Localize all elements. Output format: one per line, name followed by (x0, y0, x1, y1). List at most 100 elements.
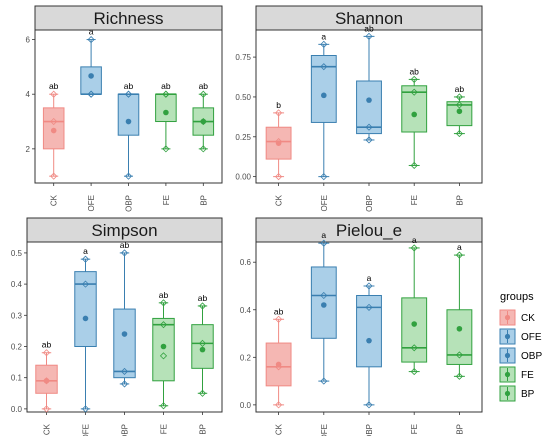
iqr-box (356, 80, 382, 135)
x-tick-label: CK (275, 423, 284, 435)
iqr-box (74, 271, 97, 347)
significance-letter: a (457, 242, 462, 252)
mean-point (88, 73, 94, 79)
panel-simpson: Simpson 0.0 0.1 0.2 0.3 0.4 0.5 CK OFE OBP FE BP ab a… (11, 217, 223, 436)
legend-item-ck: CK (499, 309, 535, 326)
panel-shannon: Shannon 0.00 0.25 0.50 0.75 CK OFE OBP FE BP b a ab a… (235, 5, 483, 212)
significance-letter: ab (409, 66, 419, 76)
legend-item-ofe: OFE (499, 328, 542, 345)
data-point (455, 351, 463, 359)
mean-point (121, 331, 128, 337)
legend-key-dot (504, 314, 511, 321)
data-point (275, 315, 283, 323)
data-point (124, 172, 133, 180)
x-tick-label: CK (43, 423, 52, 435)
data-point (410, 344, 418, 352)
mean-point (200, 118, 207, 125)
mean-point (199, 346, 206, 353)
significance-letter: a (367, 273, 372, 283)
box-ofe: a (74, 246, 97, 413)
data-point (162, 90, 170, 98)
panel-richness: Richness 2 4 6 CK OFE OBP FE BP ab a ab ab ab (26, 5, 223, 212)
x-tick-label: BP (199, 195, 208, 206)
significance-letter: ab (198, 293, 208, 303)
legend-item-fe: FE (499, 366, 534, 383)
mean-point (366, 97, 372, 103)
data-point (159, 402, 168, 410)
mean-point (125, 118, 132, 125)
significance-letter: ab (161, 81, 171, 91)
data-point (410, 244, 418, 252)
box-ofe: a (310, 31, 337, 181)
panel-strip (255, 5, 483, 31)
data-point (87, 35, 95, 44)
data-point (42, 349, 51, 357)
box-bp: ab (191, 293, 214, 397)
significance-letter: a (412, 235, 417, 245)
x-tick-label: BP (455, 424, 464, 435)
iqr-box (80, 66, 102, 95)
iqr-box (446, 309, 473, 365)
data-point (455, 130, 463, 138)
mean-point (43, 378, 50, 384)
data-point (162, 145, 170, 153)
data-point (81, 255, 90, 263)
mean-point (411, 111, 418, 118)
y-tick-label: 0.2 (11, 342, 23, 351)
legend-title: groups (500, 291, 534, 303)
legend-item-bp: BP (499, 385, 535, 402)
data-point (120, 367, 129, 376)
y-tick-label: 0.0 (11, 405, 23, 414)
y-tick-label: 0.4 (240, 306, 252, 315)
data-point (410, 368, 418, 376)
significance-letter: ab (120, 240, 130, 250)
data-point (320, 291, 328, 300)
data-point (455, 101, 463, 109)
mean-point (163, 109, 169, 116)
data-point (87, 90, 95, 98)
data-point (320, 40, 328, 48)
y-tick-label: 0.25 (235, 133, 251, 142)
x-tick-label: BP (455, 195, 464, 206)
data-point (124, 90, 133, 98)
data-point (198, 302, 207, 310)
iqr-box (117, 93, 140, 136)
y-tick-label: 0.3 (11, 311, 23, 320)
data-point (455, 251, 463, 259)
iqr-box (401, 85, 428, 133)
data-point (50, 90, 58, 98)
box-obp: ab (113, 240, 136, 388)
x-tick-label: CK (275, 194, 284, 206)
data-point (50, 172, 58, 180)
y-tick-label: 0.5 (11, 249, 23, 258)
y-tick-label: 0.75 (235, 53, 251, 62)
box-ofe: a (310, 230, 337, 385)
data-point (410, 88, 418, 96)
significance-letter: a (321, 230, 326, 240)
significance-letter: ab (274, 306, 284, 316)
legend-key-dot (504, 390, 511, 397)
data-point (199, 90, 207, 98)
significance-letter: ab (455, 84, 465, 94)
data-point (42, 405, 51, 413)
box-fe: ab (155, 81, 177, 153)
x-tick-label: OFE (320, 424, 329, 436)
legend: groups CK OFE OBP FE BP (499, 291, 542, 402)
data-point (365, 136, 373, 144)
data-point (320, 63, 328, 71)
box-ck: b (265, 100, 292, 181)
panel-pielou_e: Pielou_e 0.0 0.2 0.4 0.6 CK OFE OBP FE BP ab a a a a (240, 217, 483, 436)
x-tick-label: CK (50, 194, 59, 206)
data-point (455, 93, 463, 101)
data-point (120, 380, 129, 388)
data-point (50, 117, 58, 126)
data-point (159, 352, 168, 360)
mean-point (82, 315, 89, 322)
mean-point (321, 92, 327, 99)
y-tick-label: 0.50 (235, 93, 251, 102)
y-tick-label: 0.00 (235, 173, 251, 182)
legend-item-obp: OBP (499, 347, 542, 364)
legend-label: FE (521, 370, 534, 381)
data-point (455, 372, 463, 380)
